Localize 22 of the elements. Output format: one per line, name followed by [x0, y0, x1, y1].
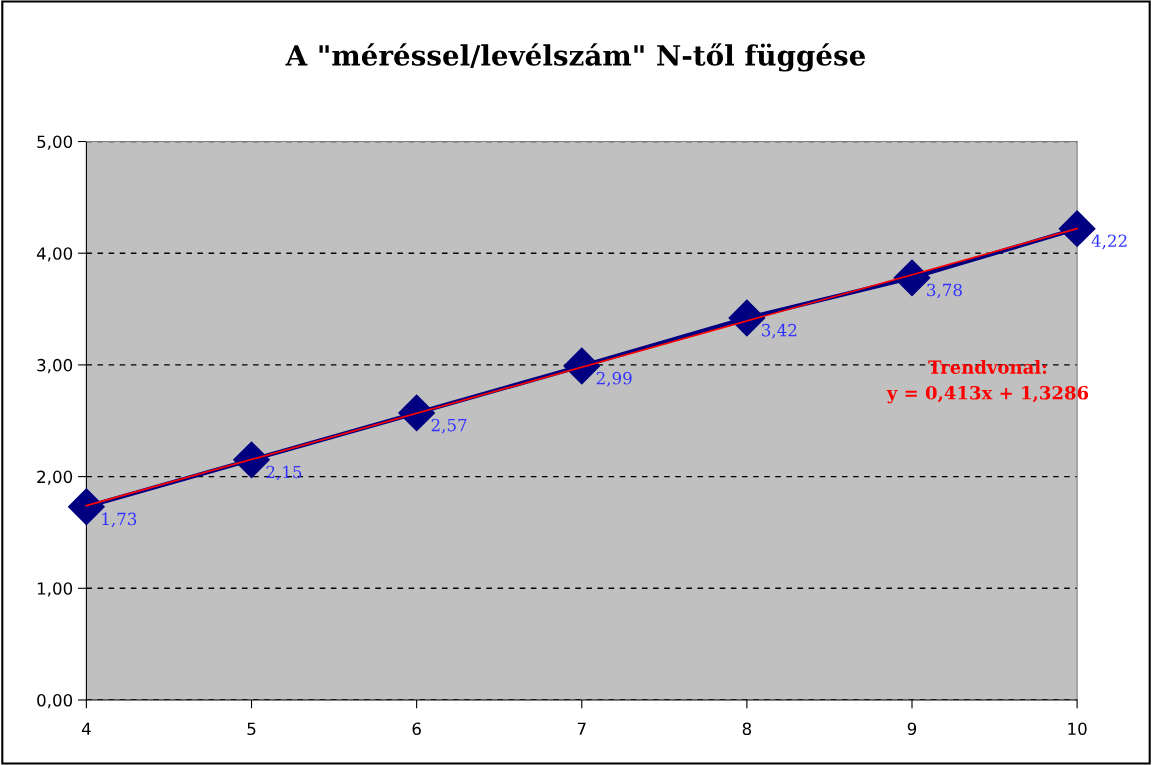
y-tick-label: 5,00	[37, 135, 73, 150]
chart-title: A "méréssel/levélszám" N-től függése	[285, 43, 866, 72]
y-tick-label: 0,00	[37, 693, 73, 709]
data-label: 2,15	[266, 465, 302, 481]
x-tick-label: 10	[1068, 722, 1087, 736]
x-tick-label: 4	[81, 722, 91, 735]
x-tick-label: 6	[412, 722, 421, 736]
y-tick-label: 1,00	[37, 582, 73, 597]
data-label: 3,78	[927, 283, 962, 299]
x-tick-label: 5	[247, 722, 256, 736]
x-tick-label: 7	[577, 722, 586, 735]
x-tick-label: 9	[907, 722, 917, 736]
data-label: 2,57	[431, 418, 467, 434]
data-label: 4,22	[1091, 234, 1127, 250]
annotation: Trendvonal: y = 0,413x + 1,3286	[886, 359, 1089, 404]
x-tick-label: 8	[742, 722, 752, 736]
data-label: 1,73	[102, 512, 137, 528]
y-tick-label: 4,00	[36, 247, 73, 262]
data-label: 2,99	[596, 371, 632, 387]
y-tick-label: 2,00	[37, 470, 73, 485]
y-tick-label: 3,00	[37, 358, 73, 374]
data-label: 3,42	[762, 323, 797, 339]
